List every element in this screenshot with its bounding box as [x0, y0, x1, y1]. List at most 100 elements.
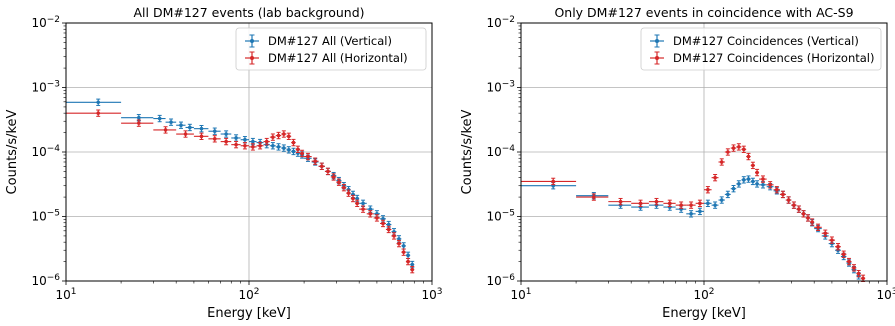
data-point [199, 126, 204, 131]
legend-label: DM#127 Coincidences (Horizontal) [673, 51, 875, 65]
data-point [706, 201, 710, 206]
data-point [188, 125, 192, 130]
data-point [271, 135, 275, 139]
data-point [251, 139, 255, 144]
data-point [841, 252, 846, 257]
data-point [368, 212, 373, 216]
data-point [410, 267, 415, 272]
data-point [271, 143, 275, 148]
x-tick-label: 103 [876, 287, 895, 302]
chart-panel-1: 101 102 103 10−6 10−5 10−4 10−3 10−2 All DM#127 … [5, 5, 443, 321]
data-point [761, 177, 765, 181]
data-point [291, 140, 296, 145]
data-point [286, 134, 291, 139]
data-point [698, 209, 702, 214]
chart-title: All DM#127 events (lab background) [134, 5, 365, 20]
data-point [320, 164, 324, 169]
data-point [654, 199, 659, 204]
data-point [618, 199, 623, 204]
data-point [698, 201, 702, 206]
x-tick-label: 102 [238, 287, 259, 302]
x-tick-label: 102 [693, 287, 714, 302]
data-point [306, 154, 310, 159]
data-point [375, 216, 379, 220]
series-2 [66, 109, 415, 274]
chart-panel-2: 101 102 103 10−6 10−5 10−4 10−3 10−2 Only DM#127… [460, 5, 895, 321]
data-point [801, 212, 806, 216]
data-point [713, 175, 717, 180]
data-point [169, 120, 173, 124]
data-point [355, 196, 359, 201]
data-point [212, 137, 217, 141]
data-point [251, 145, 255, 149]
y-tick-label: 10−5 [31, 209, 60, 224]
legend-marker [655, 39, 659, 43]
data-point [137, 121, 141, 125]
data-point [361, 207, 365, 211]
data-point [96, 100, 101, 105]
data-point [386, 222, 391, 227]
x-tick-label: 101 [510, 287, 531, 302]
data-point [183, 132, 188, 136]
data-point [212, 129, 217, 134]
y-tick-label: 10−6 [486, 273, 515, 288]
legend: DM#127 Coincidences (Vertical) DM#127 Coi… [640, 27, 882, 71]
data-point [386, 227, 391, 232]
data-point [823, 231, 828, 236]
data-point [406, 259, 410, 264]
data-point [410, 262, 415, 267]
data-point [264, 139, 269, 144]
y-tick-label: 10−6 [31, 273, 60, 288]
data-point [856, 271, 861, 276]
data-point [234, 136, 238, 140]
y-tick-label: 10−2 [31, 15, 60, 30]
data-point [401, 244, 406, 248]
data-point [368, 207, 373, 211]
y-axis-label: Counts/s/keV [5, 109, 20, 194]
y-tick-label: 10−5 [486, 209, 515, 224]
data-point [199, 134, 204, 139]
data-point [781, 192, 785, 197]
data-point [830, 238, 834, 242]
data-point [797, 207, 801, 211]
data-point [737, 145, 741, 149]
data-point [713, 203, 717, 207]
data-point [137, 115, 141, 120]
y-tick-label: 10−4 [31, 144, 60, 159]
data-point [719, 198, 724, 202]
data-point [638, 201, 643, 206]
legend-marker [655, 56, 659, 60]
data-point [741, 178, 746, 182]
data-point [157, 116, 162, 121]
data-point [282, 146, 286, 150]
data-point [847, 259, 851, 264]
data-point [719, 160, 724, 164]
data-point [731, 146, 736, 150]
data-point [381, 221, 385, 226]
legend-marker [250, 56, 254, 60]
data-point [836, 244, 840, 249]
data-point [331, 175, 336, 179]
data-point [768, 183, 772, 187]
data-point [737, 182, 741, 186]
data-point [346, 191, 351, 195]
data-point [243, 143, 247, 148]
data-point [755, 170, 759, 175]
data-point [706, 187, 710, 192]
data-point [741, 147, 746, 152]
data-point [392, 234, 396, 238]
data-point [296, 147, 300, 152]
data-point [286, 148, 291, 152]
data-point [342, 185, 346, 190]
data-point [313, 159, 317, 164]
data-point [751, 179, 755, 184]
y-tick-label: 10−3 [486, 80, 515, 95]
data-point [761, 183, 765, 187]
data-point [689, 203, 693, 207]
x-tick-label: 103 [421, 287, 442, 302]
y-tick-label: 10−3 [31, 80, 60, 95]
data-point [224, 132, 228, 136]
data-point [689, 212, 693, 216]
data-point [401, 250, 406, 254]
data-point [282, 132, 286, 136]
